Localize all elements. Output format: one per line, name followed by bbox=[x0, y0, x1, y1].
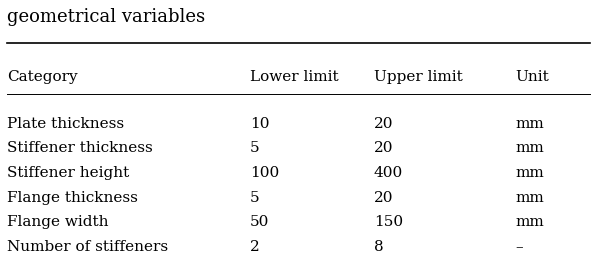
Text: mm: mm bbox=[516, 117, 545, 131]
Text: Flange thickness: Flange thickness bbox=[7, 191, 138, 205]
Text: 10: 10 bbox=[249, 117, 269, 131]
Text: 20: 20 bbox=[374, 191, 393, 205]
Text: Stiffener thickness: Stiffener thickness bbox=[7, 141, 153, 155]
Text: 20: 20 bbox=[374, 117, 393, 131]
Text: 5: 5 bbox=[249, 141, 260, 155]
Text: geometrical variables: geometrical variables bbox=[7, 8, 206, 26]
Text: 20: 20 bbox=[374, 141, 393, 155]
Text: 100: 100 bbox=[249, 166, 279, 180]
Text: mm: mm bbox=[516, 141, 545, 155]
Text: Plate thickness: Plate thickness bbox=[7, 117, 124, 131]
Text: 8: 8 bbox=[374, 240, 384, 254]
Text: Category: Category bbox=[7, 70, 78, 84]
Text: 400: 400 bbox=[374, 166, 403, 180]
Text: 150: 150 bbox=[374, 215, 403, 229]
Text: mm: mm bbox=[516, 215, 545, 229]
Text: Number of stiffeners: Number of stiffeners bbox=[7, 240, 169, 254]
Text: Stiffener height: Stiffener height bbox=[7, 166, 129, 180]
Text: –: – bbox=[516, 240, 523, 254]
Text: Lower limit: Lower limit bbox=[249, 70, 339, 84]
Text: Flange width: Flange width bbox=[7, 215, 109, 229]
Text: Unit: Unit bbox=[516, 70, 549, 84]
Text: mm: mm bbox=[516, 191, 545, 205]
Text: mm: mm bbox=[516, 166, 545, 180]
Text: Upper limit: Upper limit bbox=[374, 70, 463, 84]
Text: 2: 2 bbox=[249, 240, 260, 254]
Text: 50: 50 bbox=[249, 215, 269, 229]
Text: 5: 5 bbox=[249, 191, 260, 205]
